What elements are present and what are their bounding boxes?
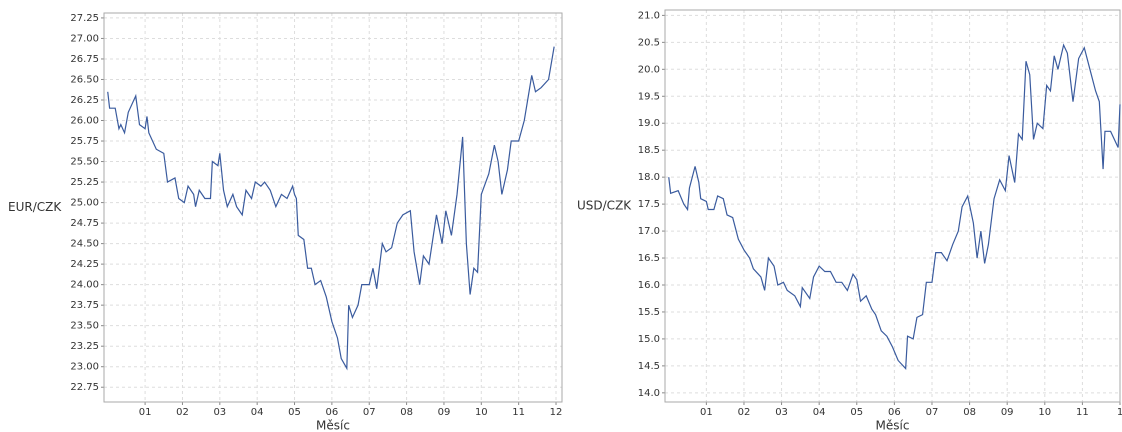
x-axis-title: Měsíc xyxy=(316,419,350,432)
x-tick-label: 10 xyxy=(475,407,488,418)
y-tick-label: 15.5 xyxy=(638,307,660,318)
y-tick-label: 19.0 xyxy=(638,118,660,129)
y-tick-label: 23.50 xyxy=(70,321,99,332)
y-tick-label: 20.0 xyxy=(638,64,660,75)
y-tick-label: 27.00 xyxy=(70,33,99,44)
y-tick-label: 14.0 xyxy=(638,388,660,399)
x-tick-label: 1 xyxy=(1117,407,1122,418)
y-tick-label: 27.25 xyxy=(70,13,99,24)
y-tick-label: 18.5 xyxy=(638,145,660,156)
x-tick-label: 11 xyxy=(1076,407,1089,418)
x-tick-label: 09 xyxy=(438,407,451,418)
y-tick-label: 23.00 xyxy=(70,362,99,373)
y-tick-label: 20.5 xyxy=(638,37,660,48)
y-tick-label: 23.25 xyxy=(70,341,99,352)
y-tick-label: 14.5 xyxy=(638,361,660,372)
x-tick-label: 01 xyxy=(700,407,713,418)
x-tick-label: 01 xyxy=(139,407,152,418)
chart: 14.0 14.5 15.0 15.5 16.0 16.5 17.0 17.5 18.0 18.5… xyxy=(577,9,1122,432)
y-tick-label: 21.0 xyxy=(638,10,660,21)
y-tick-label: 26.00 xyxy=(70,116,99,127)
plot-area xyxy=(104,13,562,402)
plot-frame xyxy=(103,12,563,403)
y-tick-label: 23.75 xyxy=(70,300,99,311)
y-tick-label: 24.75 xyxy=(70,218,99,229)
x-tick-label: 04 xyxy=(251,407,264,418)
x-tick-label: 10 xyxy=(1038,407,1051,418)
y-tick-label: 16.0 xyxy=(638,280,660,291)
data-line xyxy=(668,43,1121,371)
y-tick-label: 16.5 xyxy=(638,253,660,264)
plot-area xyxy=(665,10,1120,402)
y-axis-title: EUR/CZK xyxy=(8,200,62,214)
x-tick-label: 07 xyxy=(926,407,939,418)
chart: 22.75 23.00 23.25 23.50 23.75 24.00 24.25 24.50… xyxy=(8,12,563,432)
x-tick-label: 02 xyxy=(176,407,189,418)
x-tick-label: 04 xyxy=(813,407,826,418)
x-tick-label: 11 xyxy=(512,407,525,418)
x-axis-title: Měsíc xyxy=(876,419,910,432)
y-tick-label: 26.50 xyxy=(70,74,99,85)
y-axis-title: USD/CZK xyxy=(577,199,632,213)
x-tick-label: 03 xyxy=(213,407,226,418)
y-tick-label: 24.00 xyxy=(70,280,99,291)
x-tick-label: 08 xyxy=(963,407,976,418)
y-tick-label: 18.0 xyxy=(638,172,660,183)
y-tick-label: 17.5 xyxy=(638,199,660,210)
y-tick-label: 26.25 xyxy=(70,95,99,106)
y-tick-label: 25.00 xyxy=(70,198,99,209)
y-tick-label: 24.50 xyxy=(70,239,99,250)
y-tick-label: 19.5 xyxy=(638,91,660,102)
x-tick-label: 03 xyxy=(775,407,788,418)
y-tick-label: 26.75 xyxy=(70,54,99,65)
y-tick-label: 15.0 xyxy=(638,334,660,345)
x-tick-label: 05 xyxy=(850,407,863,418)
x-tick-label: 08 xyxy=(400,407,413,418)
x-tick-label: 05 xyxy=(288,407,301,418)
y-tick-label: 22.75 xyxy=(70,382,99,393)
y-tick-label: 24.25 xyxy=(70,259,99,270)
x-tick-label: 02 xyxy=(738,407,751,418)
y-tick-label: 25.25 xyxy=(70,177,99,188)
x-tick-label: 07 xyxy=(363,407,376,418)
y-tick-label: 17.0 xyxy=(638,226,660,237)
y-tick-label: 25.50 xyxy=(70,157,99,168)
y-tick-label: 25.75 xyxy=(70,136,99,147)
x-tick-label: 12 xyxy=(550,407,563,418)
data-line xyxy=(107,46,555,371)
x-tick-label: 06 xyxy=(326,407,339,418)
x-tick-label: 09 xyxy=(1001,407,1014,418)
x-tick-label: 06 xyxy=(888,407,901,418)
plot-frame xyxy=(664,9,1121,403)
